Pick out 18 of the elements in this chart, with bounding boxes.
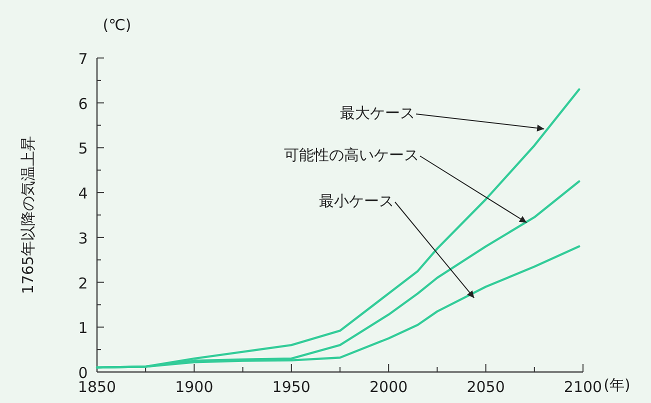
x-axis-title: (年) <box>604 376 630 394</box>
text: (℃) <box>102 16 132 34</box>
annotation: 最小ケース <box>319 192 394 210</box>
x-tick-label: 2000 <box>370 378 408 396</box>
annotation: 最大ケース <box>340 104 415 122</box>
x-tick-label: 1900 <box>175 378 214 396</box>
y-tick-label: 1 <box>78 319 88 338</box>
x-tick-label: 2100 <box>564 378 602 396</box>
x-tick-label: 1950 <box>272 378 310 396</box>
annotation: 可能性の高いケース <box>284 146 419 164</box>
y-tick-label: 3 <box>78 229 88 248</box>
y-tick-label: 5 <box>78 140 88 158</box>
x-tick-label: 2050 <box>466 378 505 396</box>
y-tick-label: 4 <box>78 184 88 203</box>
y-tick-label: 6 <box>78 94 88 113</box>
y-tick-label: 7 <box>78 50 88 68</box>
y-tick-label: 2 <box>78 274 88 292</box>
y-axis-title: 1765年以降の気温上昇 <box>19 136 37 294</box>
